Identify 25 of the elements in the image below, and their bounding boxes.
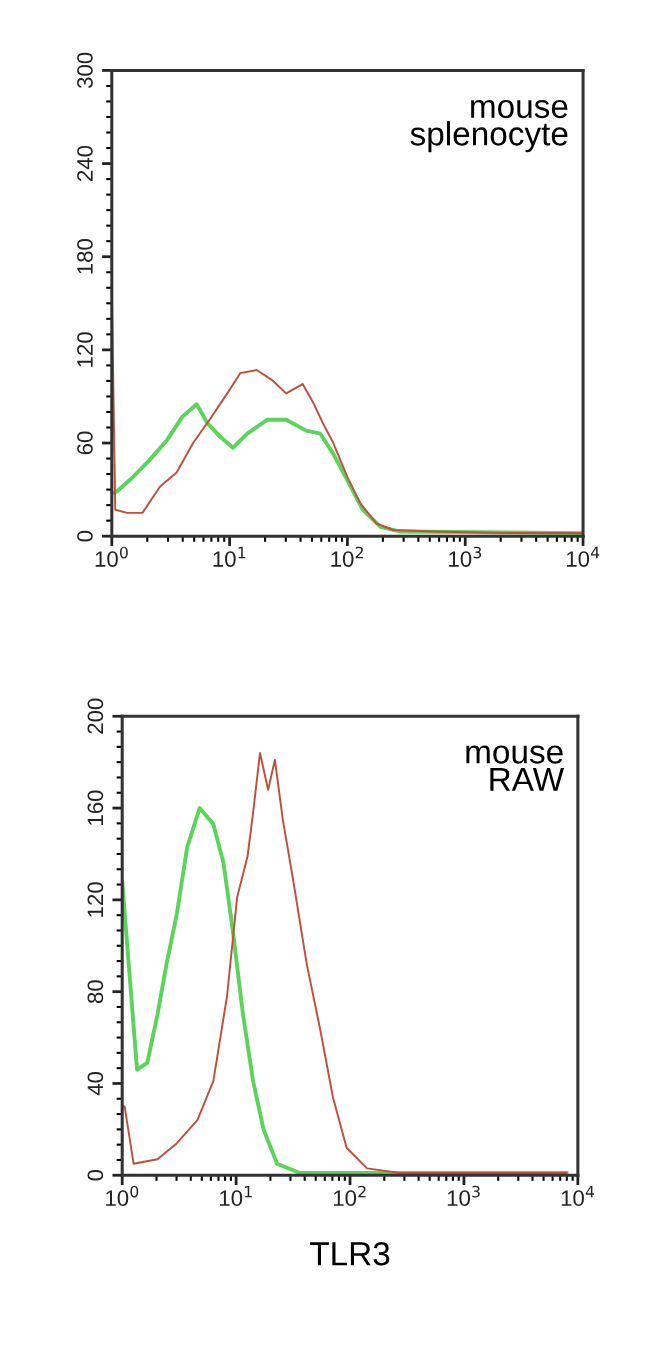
x-tick-label: 10$^{2}$ [331,546,363,567]
y-tick-label: 180 [77,239,93,274]
x-tick-label: 10$^{0}$ [95,546,128,567]
y-tick-label: 200 [87,698,104,734]
x-tick-label: 10$^{3}$ [447,1185,480,1207]
y-tick-label: 160 [87,790,104,825]
y-tick-label: 300 [77,52,93,89]
x-tick-label: 10$^{1}$ [220,1185,252,1207]
y-tick-label: 40 [87,1071,104,1096]
x-tick-label: 10$^{4}$ [566,546,600,567]
x-tick-label: 10$^{4}$ [561,1185,595,1207]
annotation: mouse RAW [466,745,565,791]
y-tick-label: 0 [77,530,93,542]
y-tick-label: 60 [77,431,93,455]
annotation: mouse splenocyte [410,99,568,153]
x-tick-label: 10$^{3}$ [449,546,482,567]
x-tick-label: 10$^{2}$ [333,1185,366,1207]
y-tick-label: 80 [87,980,104,1004]
y-tick-label: 240 [77,145,93,181]
x-tick-label: 10$^{0}$ [106,1185,139,1207]
x-tick-label: 10$^{1}$ [213,546,246,567]
y-tick-label: 0 [87,1169,104,1181]
y-tick-label: 120 [77,332,93,367]
x-axis-title: TLR3 [310,1242,390,1266]
y-tick-label: 120 [87,882,104,917]
